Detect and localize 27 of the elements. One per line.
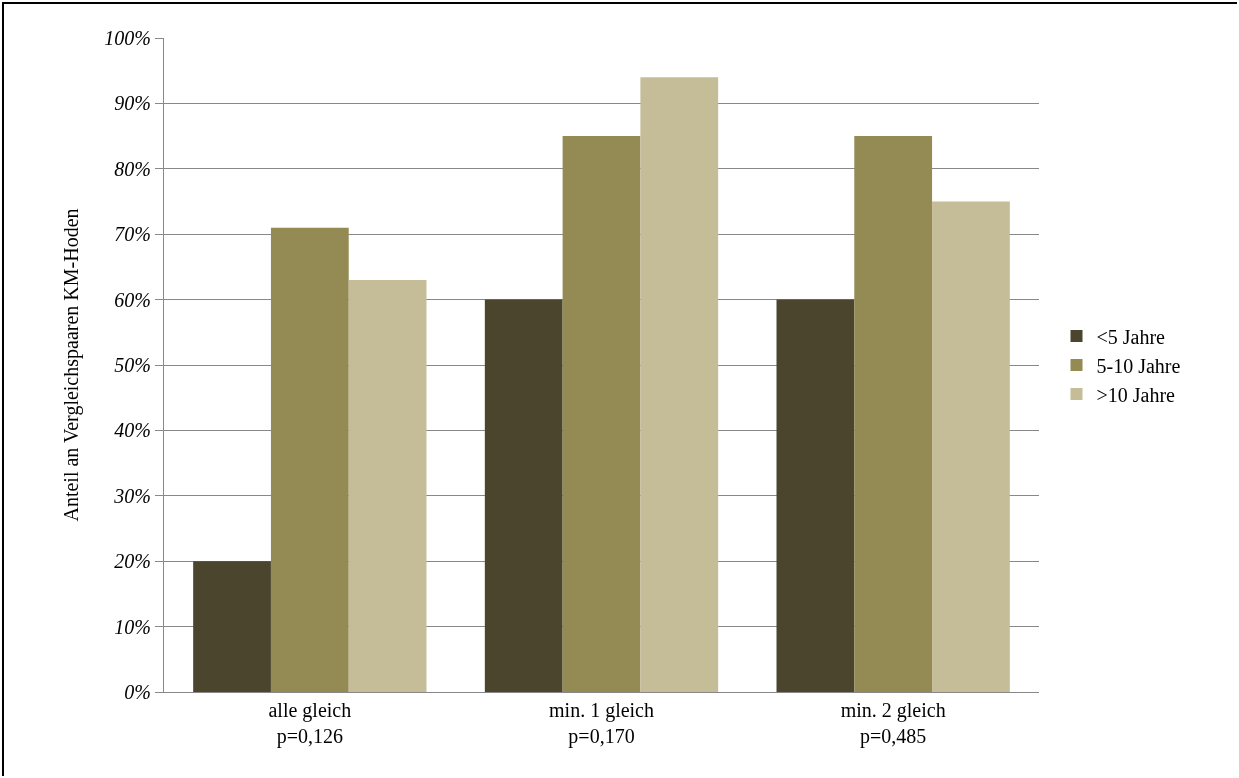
legend-label: <5 Jahre xyxy=(1096,325,1166,348)
x-tick-label: min. 2 gleich p=0,485 xyxy=(840,699,946,748)
y-tick-label: 70% xyxy=(114,223,151,246)
bar xyxy=(193,561,271,692)
y-tick-label: 60% xyxy=(114,288,151,311)
y-axis-title: Anteil an Vergleichspaaren KM-Hoden xyxy=(59,208,83,522)
x-tick-label: alle gleich p=0,126 xyxy=(268,699,352,748)
bar xyxy=(562,136,641,692)
y-tick-label: 0% xyxy=(124,681,151,703)
y-tick-label: 40% xyxy=(114,419,151,442)
y-tick-label: 20% xyxy=(114,550,151,573)
bar xyxy=(932,201,1010,692)
legend-label: 5-10 Jahre xyxy=(1096,354,1181,377)
y-tick-label: 50% xyxy=(114,354,151,376)
bar xyxy=(484,299,563,692)
bar xyxy=(776,299,855,692)
y-tick-label: 10% xyxy=(114,615,151,638)
bar xyxy=(640,77,719,692)
bar xyxy=(348,279,427,692)
bar xyxy=(270,227,349,692)
y-tick-label: 90% xyxy=(114,92,151,115)
y-tick-label: 80% xyxy=(114,157,151,180)
x-tick-label: min. 1 gleich p=0,170 xyxy=(549,699,654,748)
legend-label: >10 Jahre xyxy=(1096,383,1176,406)
bar xyxy=(854,136,933,692)
y-tick-label: 30% xyxy=(113,484,151,507)
y-tick-label: 100% xyxy=(104,27,151,49)
